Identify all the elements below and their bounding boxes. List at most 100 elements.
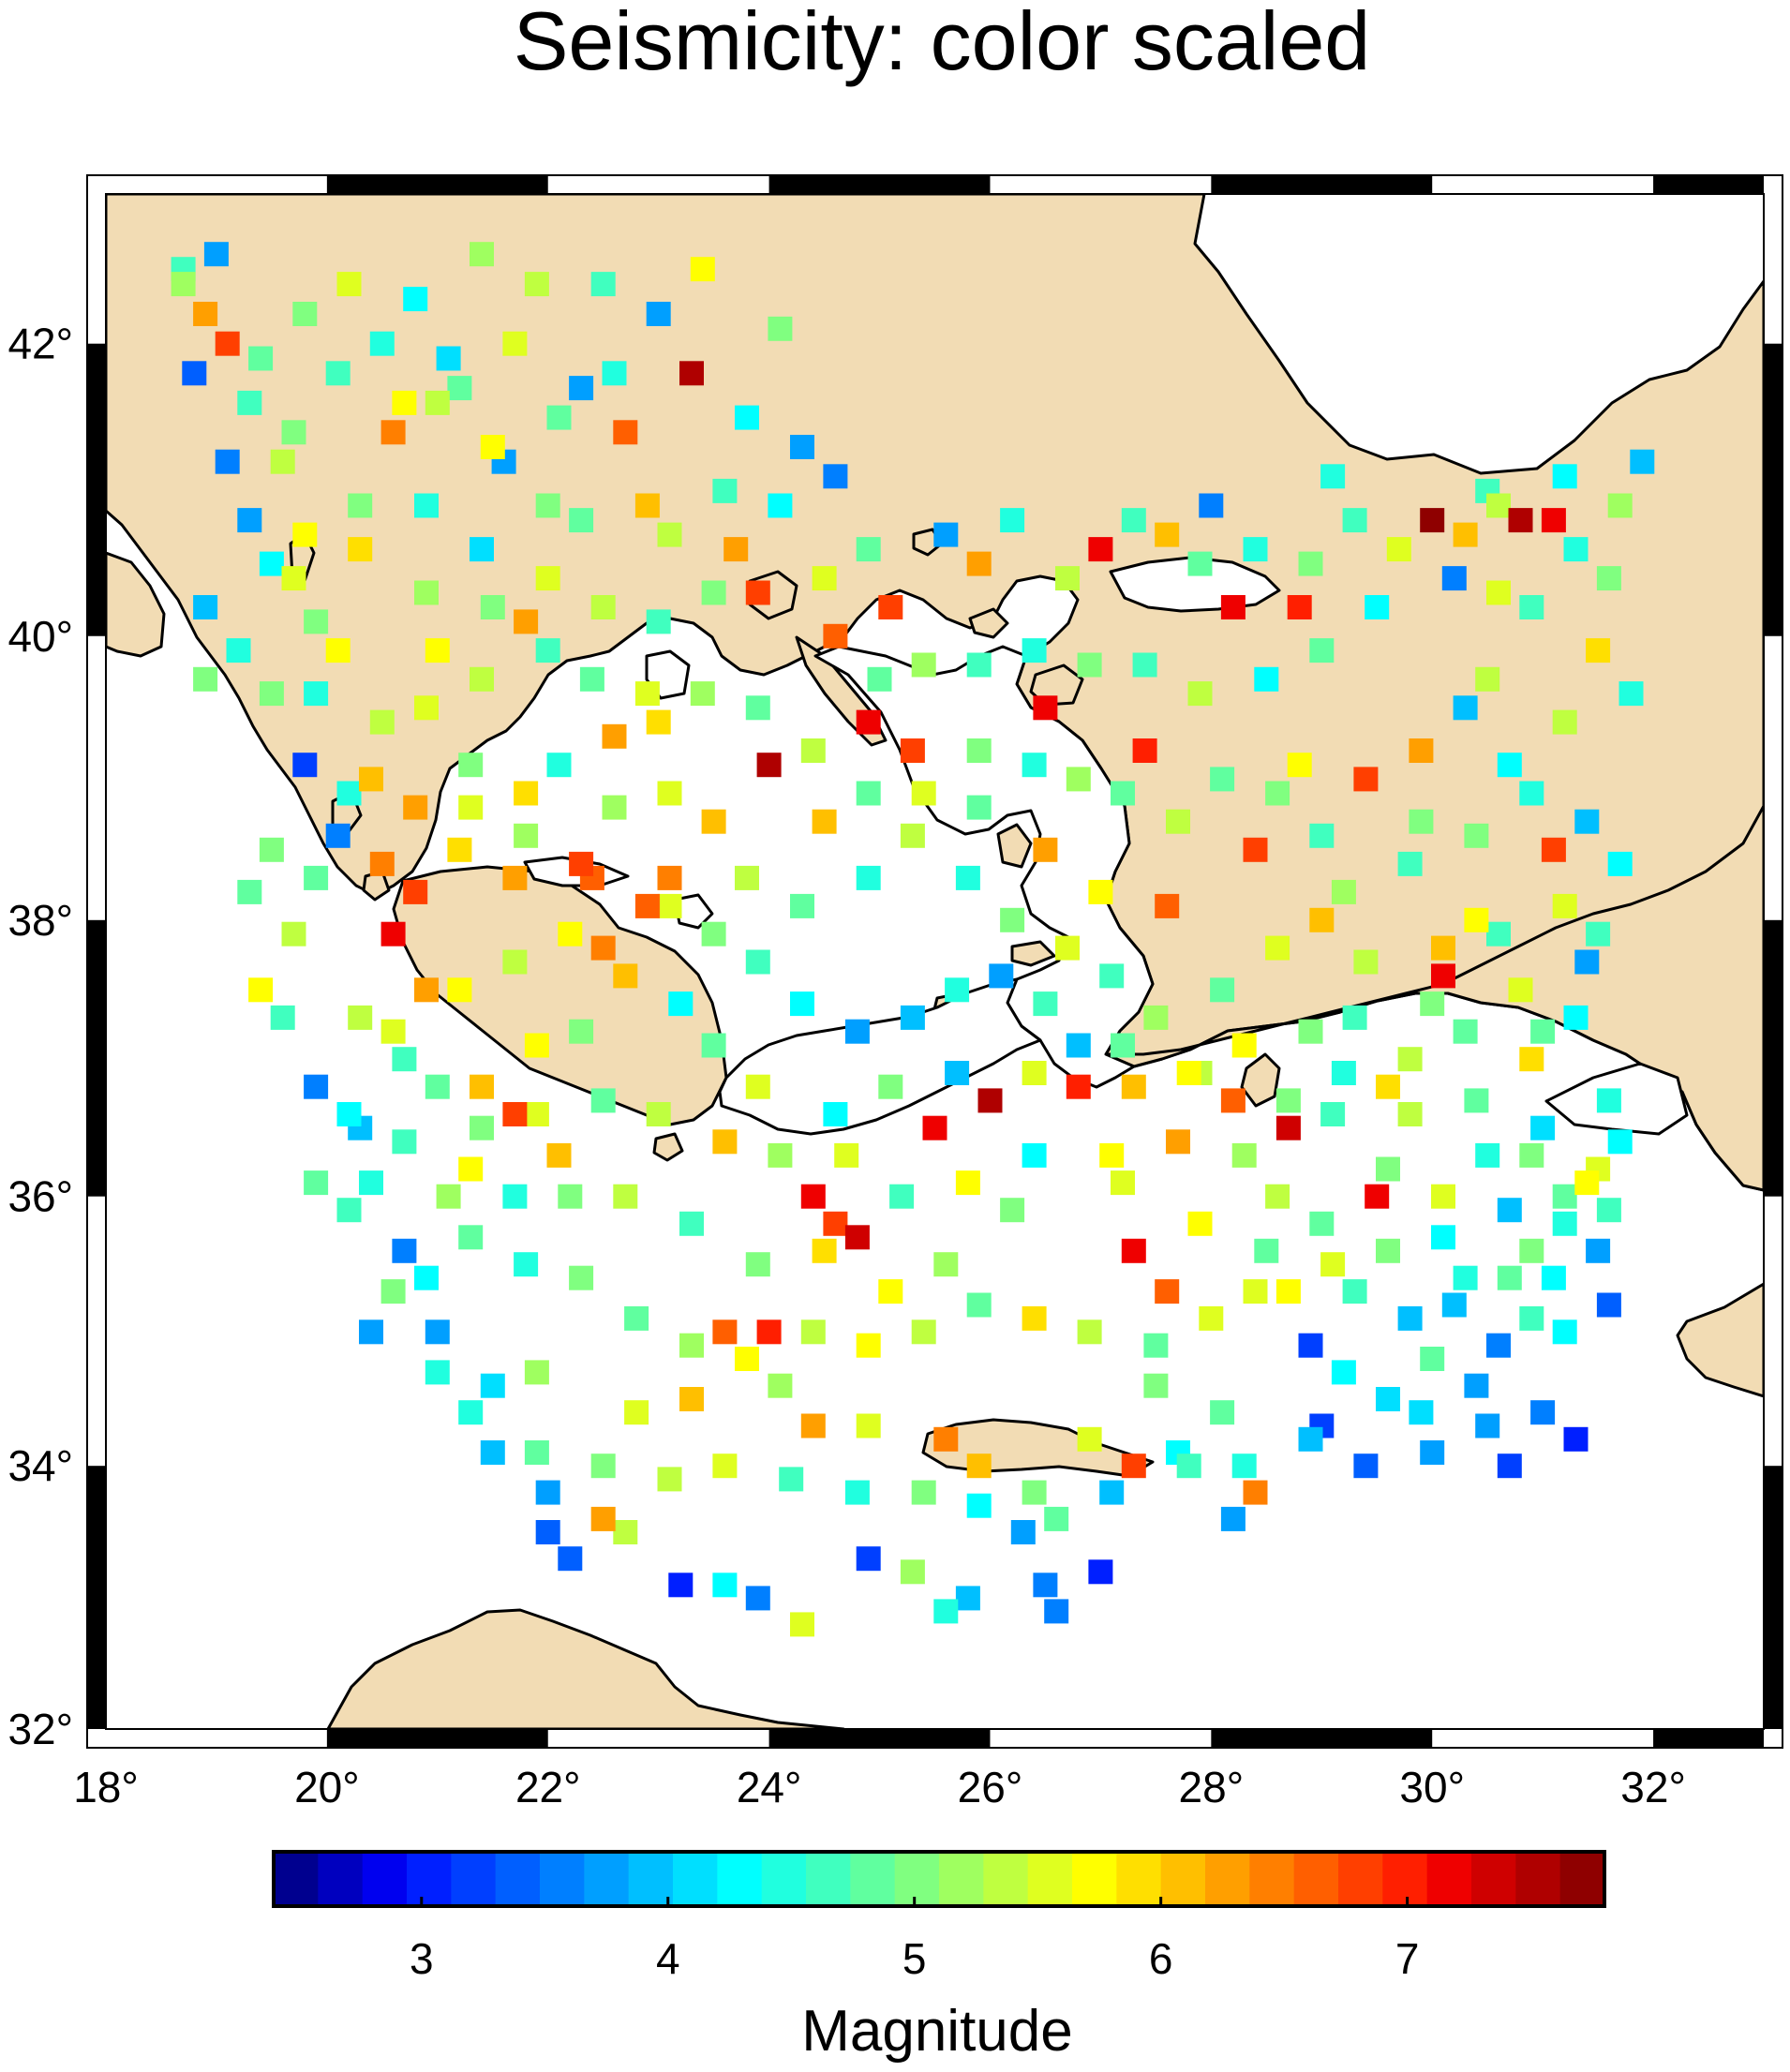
earthquake-marker (558, 1184, 583, 1209)
earthquake-marker (1574, 1170, 1600, 1196)
earthquake-marker (735, 865, 759, 890)
colorbar-segment (850, 1852, 896, 1906)
earthquake-marker (1265, 1184, 1290, 1209)
earthquake-marker (646, 709, 671, 735)
earthquake-marker (889, 1184, 915, 1209)
earthquake-marker (756, 753, 782, 778)
earthquake-marker (1220, 595, 1246, 619)
land-lemnos (968, 607, 1009, 639)
earthquake-marker (281, 921, 306, 947)
earthquake-marker (856, 1333, 881, 1358)
earthquake-marker (248, 977, 274, 1003)
colorbar-segment (1249, 1852, 1295, 1906)
earthquake-marker (1365, 1184, 1390, 1209)
colorbar-segment (584, 1852, 630, 1906)
earthquake-marker (613, 420, 638, 445)
earthquake-marker (1607, 851, 1633, 876)
frame-bar-bottom (1211, 1729, 1433, 1748)
earthquake-marker (668, 991, 694, 1017)
land-chios (996, 823, 1033, 869)
earthquake-marker (790, 991, 814, 1017)
earthquake-marker (1000, 1198, 1025, 1223)
earthquake-marker (646, 1102, 671, 1126)
earthquake-marker (1596, 1198, 1621, 1223)
earthquake-marker (502, 865, 528, 890)
earthquake-marker (1309, 1211, 1335, 1236)
earthquake-marker (1409, 809, 1434, 834)
colorbar-segment (1027, 1852, 1073, 1906)
earthquake-marker (304, 1170, 329, 1196)
earthquake-marker (602, 723, 627, 749)
frame-bar-right (1764, 919, 1783, 1197)
earthquake-marker (1464, 823, 1489, 848)
earthquake-marker (911, 1319, 936, 1345)
earthquake-marker (304, 609, 329, 634)
earthquake-marker (1155, 1279, 1180, 1304)
earthquake-marker (1010, 1520, 1036, 1544)
earthquake-marker (292, 302, 318, 326)
earthquake-marker (1022, 753, 1047, 778)
earthquake-marker (1088, 1559, 1113, 1585)
earthquake-marker (1309, 638, 1335, 663)
frame-bar-left (87, 919, 106, 1197)
earthquake-marker (1497, 1265, 1522, 1290)
frame-bar-top (768, 175, 991, 194)
earthquake-marker (281, 420, 306, 445)
earthquake-marker (1044, 1506, 1069, 1531)
earthquake-marker (1033, 837, 1058, 862)
earthquake-marker (989, 963, 1014, 989)
earthquake-marker (790, 435, 814, 459)
earthquake-marker (1143, 1373, 1169, 1398)
earthquake-marker (1530, 1019, 1556, 1044)
earthquake-marker (657, 781, 682, 806)
earthquake-marker (414, 493, 439, 518)
colorbar-segment (806, 1852, 851, 1906)
earthquake-marker (856, 1546, 881, 1572)
latitude-tick-label: 42° (7, 320, 73, 368)
longitude-tick-label: 20° (294, 1763, 360, 1811)
earthquake-marker (624, 1400, 649, 1425)
earthquake-marker (270, 449, 295, 474)
earthquake-marker (1541, 837, 1566, 862)
earthquake-marker (558, 1546, 583, 1572)
earthquake-marker (800, 1184, 826, 1209)
earthquake-marker (1431, 1225, 1455, 1250)
colorbar-segment (1515, 1852, 1561, 1906)
land-kythira (652, 1132, 684, 1162)
frame-bar-bottom (768, 1729, 991, 1748)
earthquake-marker (1397, 1305, 1423, 1331)
earthquake-marker (1111, 781, 1135, 806)
frame-bar-bottom (326, 1729, 548, 1748)
earthquake-marker (712, 478, 738, 503)
earthquake-marker (812, 566, 837, 591)
earthquake-marker (955, 865, 980, 890)
earthquake-marker (1243, 1480, 1268, 1505)
earthquake-marker (1287, 595, 1312, 619)
earthquake-marker (834, 1142, 859, 1168)
frame-bar-right (1764, 1466, 1783, 1729)
earthquake-marker (1497, 753, 1522, 778)
earthquake-marker (933, 522, 959, 547)
earthquake-marker (1376, 1074, 1400, 1099)
earthquake-marker (1453, 522, 1478, 547)
colorbar-segment (673, 1852, 718, 1906)
earthquake-marker (800, 1319, 826, 1345)
earthquake-marker (679, 1211, 704, 1236)
earthquake-marker (900, 1559, 925, 1585)
earthquake-marker (613, 963, 638, 989)
earthquake-marker (226, 638, 251, 663)
earthquake-marker (1431, 1184, 1455, 1209)
longitude-tick-label: 24° (737, 1763, 802, 1811)
colorbar-title: Magnitude (801, 1999, 1073, 2064)
earthquake-marker (1563, 537, 1589, 562)
map-title: Seismicity: color scaled (513, 0, 1371, 87)
earthquake-marker (1552, 1184, 1577, 1209)
latitude-tick-labels: 32° 34° 36° 38° 40° 42° (7, 320, 73, 1753)
earthquake-marker (502, 1102, 528, 1126)
earthquake-marker (425, 1074, 450, 1099)
earthquake-marker (701, 1033, 726, 1058)
earthquake-marker (447, 977, 472, 1003)
colorbar-segment (362, 1852, 408, 1906)
earthquake-marker (966, 1453, 992, 1479)
colorbar-tick-label: 7 (1395, 1934, 1420, 1983)
